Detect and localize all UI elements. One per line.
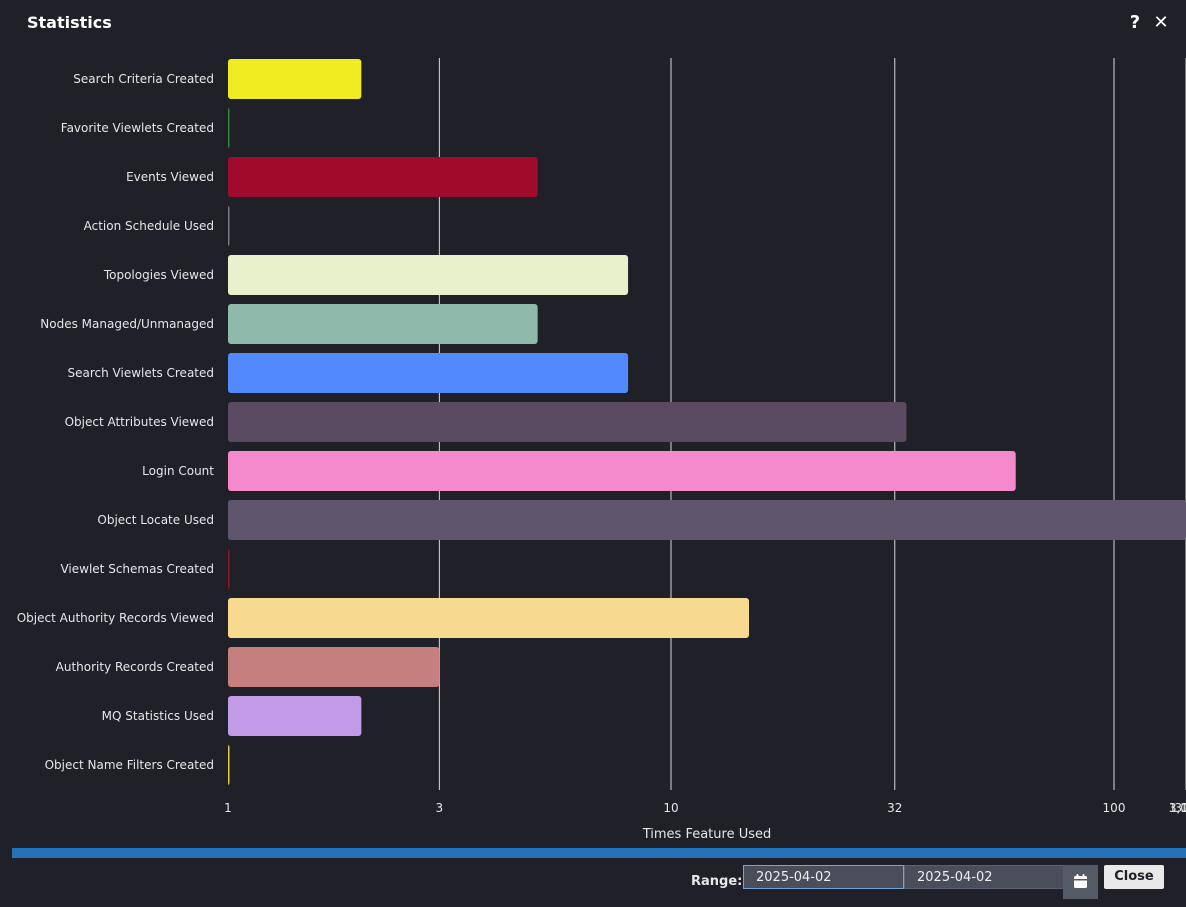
bar[interactable] xyxy=(228,598,750,638)
bar[interactable] xyxy=(228,59,362,99)
category-label: Events Viewed xyxy=(126,170,214,184)
bar[interactable] xyxy=(228,108,230,148)
progress-fill xyxy=(12,848,1186,858)
category-label: Search Criteria Created xyxy=(73,72,214,86)
x-tick-label: 1,000 xyxy=(1169,801,1186,815)
calendar-button[interactable] xyxy=(1063,865,1098,899)
category-label: Object Name Filters Created xyxy=(45,758,214,772)
bar[interactable] xyxy=(228,451,1016,491)
bar[interactable] xyxy=(228,647,440,687)
bar[interactable] xyxy=(228,255,629,295)
category-label: Object Attributes Viewed xyxy=(65,415,214,429)
bar[interactable] xyxy=(228,157,538,197)
dialog-title: Statistics xyxy=(27,13,112,32)
range-start-date-input[interactable] xyxy=(743,865,904,889)
category-label: Object Authority Records Viewed xyxy=(17,611,214,625)
x-tick-label: 316 xyxy=(1175,801,1186,815)
category-label: Favorite Viewlets Created xyxy=(61,121,214,135)
category-label: MQ Statistics Used xyxy=(102,709,214,723)
close-button[interactable]: Close xyxy=(1104,865,1164,889)
progress-bar xyxy=(12,848,1186,858)
x-tick-label: 32 xyxy=(887,801,902,815)
close-icon[interactable]: ✕ xyxy=(1153,12,1169,33)
category-label: Nodes Managed/Unmanaged xyxy=(40,317,214,331)
category-label: Object Locate Used xyxy=(97,513,214,527)
bar[interactable] xyxy=(228,745,230,785)
calendar-icon xyxy=(1074,874,1087,888)
x-tick-label: 10 xyxy=(663,801,678,815)
category-label: Login Count xyxy=(142,464,214,478)
range-label: Range: xyxy=(691,874,743,889)
x-axis-label: Times Feature Used xyxy=(642,827,772,842)
help-icon[interactable]: ? xyxy=(1129,12,1141,33)
bar[interactable] xyxy=(228,402,907,442)
category-label: Authority Records Created xyxy=(56,660,214,674)
bar[interactable] xyxy=(228,696,362,736)
bar[interactable] xyxy=(228,353,629,393)
category-label: Action Schedule Used xyxy=(84,219,214,233)
category-label: Search Viewlets Created xyxy=(68,366,215,380)
bar[interactable] xyxy=(228,304,538,344)
category-label: Viewlet Schemas Created xyxy=(60,562,214,576)
x-tick-label: 100 xyxy=(1103,801,1126,815)
dialog-titlebar: Statistics ? ✕ xyxy=(0,0,1186,46)
feature-usage-chart: Search Criteria Created Favorite Viewlets… xyxy=(17,58,1186,842)
range-end-date-input[interactable] xyxy=(904,865,1064,889)
bar[interactable] xyxy=(228,549,230,589)
bar[interactable] xyxy=(228,500,1186,540)
x-tick-label: 3 xyxy=(436,801,444,815)
category-label: Topologies Viewed xyxy=(103,268,214,282)
x-tick-label: 1 xyxy=(224,801,232,815)
bar[interactable] xyxy=(228,206,230,246)
x-tick-label: 3,162 xyxy=(1169,801,1186,815)
